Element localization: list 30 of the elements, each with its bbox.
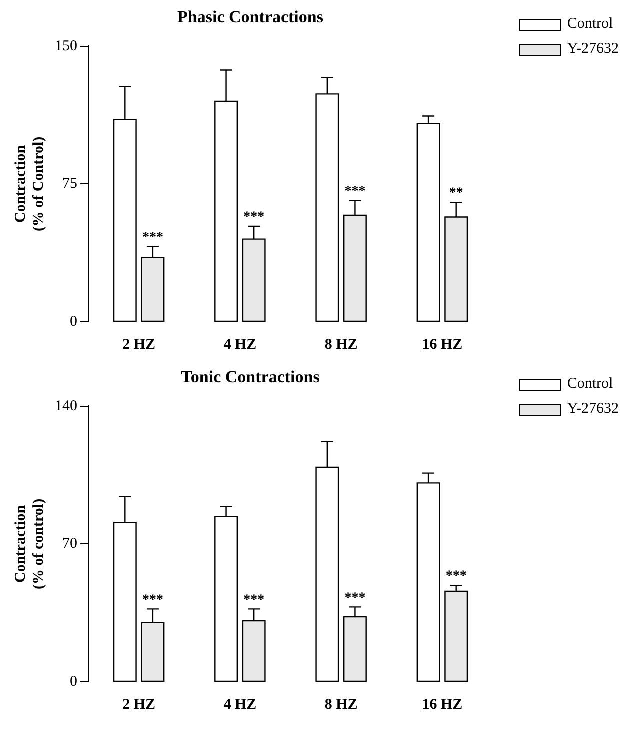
text: Control: [567, 16, 614, 33]
annotation: ***: [142, 230, 164, 246]
y-axis-title: Contraction (% of control): [12, 498, 47, 590]
annotation: ***: [244, 592, 265, 608]
y-tick-label: 70: [62, 536, 78, 552]
legend-label: Y-27632: [567, 401, 619, 418]
x-tick-label: 2 HZ: [122, 696, 156, 713]
y-tick-label: 0: [70, 674, 78, 690]
annotation: ***: [244, 210, 265, 226]
x-tick-label: 4 HZ: [224, 696, 257, 713]
x-tick-label: 8 HZ: [324, 336, 358, 353]
annotation: ***: [446, 569, 467, 584]
x-tick-label: 4 HZ: [224, 336, 257, 353]
y-tick-label: 75: [62, 176, 78, 192]
annotation: **: [449, 186, 464, 202]
text: Control: [567, 376, 614, 393]
y-tick-label: 0: [70, 314, 78, 330]
x-tick-label: 2 HZ: [122, 336, 156, 353]
annotation: ***: [142, 592, 164, 608]
y-axis-title: Contraction (% of Control): [12, 136, 47, 232]
x-tick-label: 8 HZ: [324, 696, 358, 713]
chart-title: Phasic Contractions: [178, 8, 324, 27]
annotation: ***: [344, 184, 366, 200]
annotation: ***: [344, 590, 366, 606]
x-tick-label: 16 HZ: [422, 696, 463, 713]
legend-label: Y-27632: [567, 41, 619, 58]
x-tick-label: 16 HZ: [422, 336, 463, 353]
y-tick-label: 150: [55, 38, 78, 54]
chart-title: Tonic Contractions: [181, 368, 320, 387]
y-tick-label: 140: [55, 398, 78, 414]
